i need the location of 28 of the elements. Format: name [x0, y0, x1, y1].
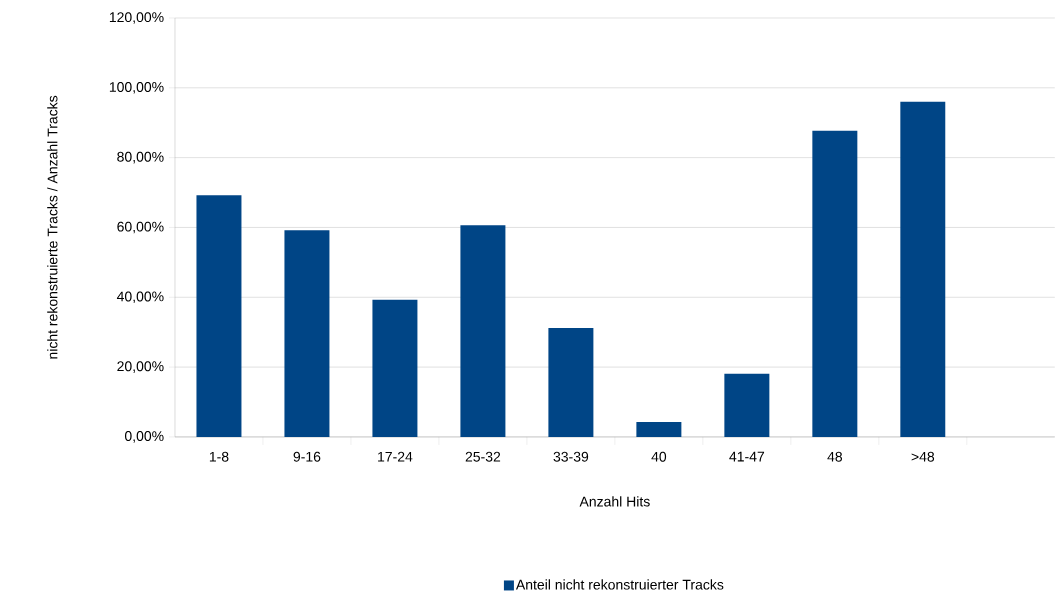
bar [636, 422, 682, 438]
x-tick-label: 1-8 [209, 451, 229, 462]
x-tick-label: 17-24 [378, 451, 413, 462]
y-tick-label: 0,00% [124, 431, 164, 443]
bar [196, 195, 242, 438]
x-tick-label: 33-39 [553, 451, 589, 462]
legend-label: Anteil nicht rekonstruierter Tracks [515, 579, 724, 590]
bar [548, 328, 594, 438]
x-tick-label: >48 [911, 451, 935, 462]
bar [900, 101, 946, 438]
y-tick-label: 80,00% [117, 152, 164, 164]
x-tick-label: 48 [827, 451, 843, 462]
x-tick-label: 25-32 [465, 451, 501, 462]
bar [724, 373, 770, 438]
x-tick-label: 40 [651, 451, 667, 462]
y-tick-label: 60,00% [117, 221, 164, 234]
bar [460, 225, 506, 438]
x-tick-label: 41-47 [729, 452, 765, 462]
bar [284, 230, 330, 438]
y-tick-label: 20,00% [117, 361, 164, 374]
y-axis-title: nicht rekonstruierte Tracks / Anzahl Tracks [47, 96, 58, 359]
y-tick-label: 120,00% [109, 12, 164, 24]
bar [372, 299, 418, 438]
y-tick-label: 40,00% [116, 291, 164, 304]
x-axis-title: Anzahl Hits [579, 496, 650, 507]
y-tick-label: 100,00% [109, 82, 164, 94]
bar [812, 130, 858, 438]
x-tick-label: 9-16 [293, 451, 321, 462]
